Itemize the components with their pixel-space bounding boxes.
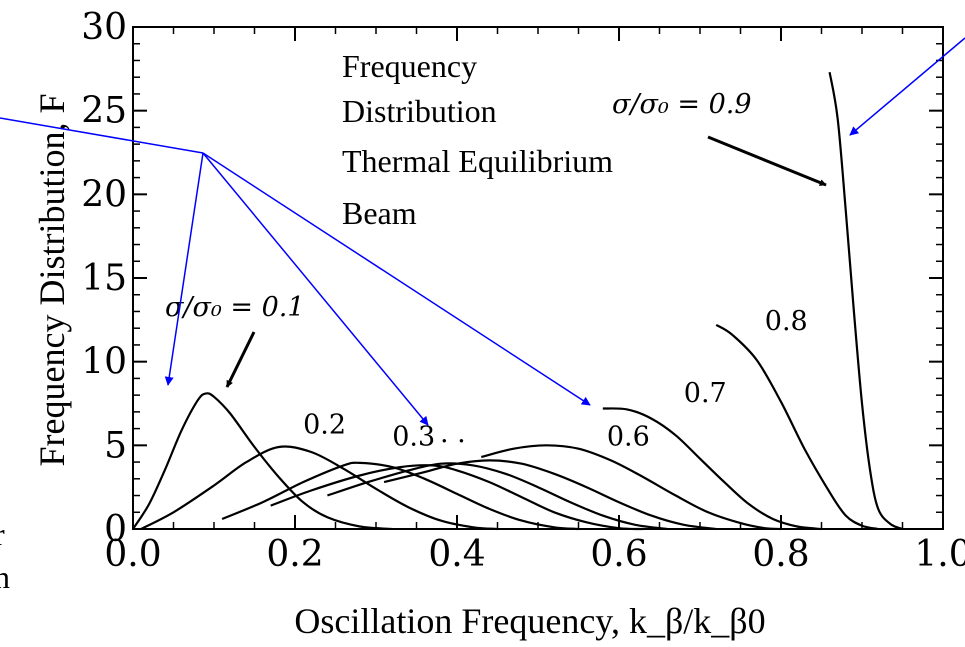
curve-0.7 (602, 407, 822, 531)
sigma-label-first: σ/σ₀ = 0.1 (165, 292, 305, 323)
curve-0.5 (327, 462, 668, 531)
annotation-line-3: Thermal Equilibrium (342, 143, 613, 179)
curve-0.4 (270, 464, 644, 531)
annotation-line-4: Beam (342, 195, 417, 231)
curve-label-0.7: 0.7 (684, 378, 727, 409)
y-tick-label: 0 (104, 509, 127, 550)
x-tick-label: 1.0 (914, 534, 965, 575)
curve-0.3 (221, 461, 579, 531)
edge-text-1: r (0, 516, 5, 552)
x-tick-label: 0.0 (104, 534, 161, 575)
curve-label-0.3: 0.3 (392, 421, 435, 452)
y-tick-label: 30 (81, 7, 127, 48)
curve-0.9 (828, 72, 903, 531)
blue-callout (0, 37, 965, 426)
annotation-line-2: Distribution (342, 93, 497, 129)
y-tick-label: 15 (81, 258, 127, 299)
curve-label-0.6: 0.6 (607, 421, 650, 452)
axis-ticks (132, 26, 944, 530)
x-axis-title: Oscillation Frequency, k_β/k_β0 (294, 601, 765, 641)
curve-0.6b (481, 444, 782, 531)
y-tick-label: 25 (81, 91, 127, 132)
annotation-line-1: Frequency (342, 48, 477, 84)
x-tick-label: 0.6 (590, 534, 647, 575)
y-tick-label: 10 (81, 342, 127, 383)
x-tick-label: 0.4 (428, 534, 485, 575)
tick-labels: 0.0 0.2 0.4 0.6 0.8 1.0 0 5 10 15 20 25 30 (81, 7, 965, 575)
curve-0.6 (383, 459, 717, 531)
ellipsis-label: . . (440, 418, 466, 449)
pointer-arrow-first (225, 331, 256, 388)
curve-0.8 (715, 323, 879, 531)
curve-0.2 (140, 445, 498, 531)
curve-label-0.2: 0.2 (303, 410, 346, 441)
plot-frame (132, 26, 944, 530)
curve-0.1 (132, 392, 393, 531)
y-tick-label: 20 (81, 174, 127, 215)
y-tick-label: 5 (104, 425, 127, 466)
x-tick-label: 0.2 (266, 534, 323, 575)
curve-labels: 0.2 0.3 0.6 0.7 0.8 (303, 306, 808, 452)
curves (132, 72, 903, 531)
edge-text-2: n (0, 559, 10, 595)
y-axis-title: Frequency Distribution, F (32, 94, 72, 467)
curve-label-0.8: 0.8 (765, 306, 808, 337)
sigma-label-last: σ/σ₀ = 0.9 (612, 89, 752, 120)
x-tick-label: 0.8 (752, 534, 809, 575)
pointer-arrow-last (707, 135, 827, 187)
